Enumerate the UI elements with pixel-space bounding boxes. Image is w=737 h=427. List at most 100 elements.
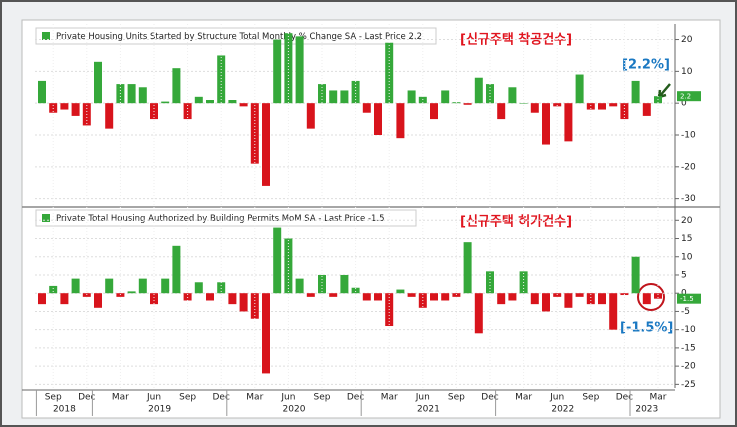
bar <box>295 278 304 294</box>
bar <box>407 293 416 297</box>
x-tick-label: Sep <box>448 393 465 403</box>
bar <box>642 103 651 116</box>
legend-text: Private Total Housing Authorized by Buil… <box>56 214 385 224</box>
y-tick-label: 20 <box>681 35 693 45</box>
bar <box>49 285 58 294</box>
bar <box>138 278 147 294</box>
bar <box>71 278 80 294</box>
legend-text: Private Housing Units Started by Structu… <box>56 32 422 42</box>
x-tick-label: Dec <box>78 393 95 403</box>
x-tick-label: Mar <box>246 393 263 403</box>
bar <box>519 103 528 104</box>
callout: [2.2%] <box>622 58 670 73</box>
bar <box>542 103 550 145</box>
year-label: 2021 <box>417 405 440 415</box>
bar <box>553 293 562 297</box>
bar <box>250 103 259 164</box>
legend-swatch <box>42 32 50 40</box>
bar <box>508 87 517 104</box>
bar <box>598 293 606 305</box>
bar <box>206 100 214 104</box>
bar <box>239 293 248 312</box>
x-tick-label: Sep <box>45 393 62 403</box>
y-tick-label: 10 <box>681 252 693 262</box>
bar <box>564 293 573 308</box>
y-tick-label: 10 <box>681 67 693 77</box>
bar <box>575 293 584 297</box>
bar <box>430 293 438 301</box>
bar <box>553 103 562 107</box>
y-tick-label: -30 <box>681 194 696 204</box>
y-tick-label: -10 <box>681 131 696 141</box>
last-price-label: 2.2 <box>680 93 691 101</box>
bar <box>463 242 472 294</box>
bar <box>217 282 226 294</box>
bar <box>374 293 382 301</box>
x-tick-label: Dec <box>347 393 364 403</box>
bar <box>463 103 472 105</box>
bar <box>60 293 69 305</box>
bar <box>351 287 360 294</box>
y-tick-label: -15 <box>681 343 696 353</box>
bar <box>284 33 293 104</box>
y-tick-label: -20 <box>681 162 696 172</box>
x-tick-label: Mar <box>515 393 532 403</box>
bar <box>631 80 640 104</box>
bar <box>609 103 618 107</box>
bar <box>183 293 192 301</box>
x-tick-label: Sep <box>582 393 599 403</box>
year-label: 2019 <box>148 405 171 415</box>
bar <box>598 103 606 110</box>
bar <box>351 80 360 104</box>
bar <box>250 293 259 319</box>
bar <box>161 278 170 294</box>
bar <box>329 90 338 104</box>
x-tick-label: Sep <box>314 393 331 403</box>
bar <box>530 103 539 113</box>
bar <box>94 61 102 104</box>
bar <box>239 103 248 107</box>
bar <box>284 238 293 294</box>
bar <box>273 227 282 294</box>
x-tick-label: Jun <box>549 393 564 403</box>
bar <box>127 291 136 294</box>
x-tick-label: Mar <box>650 393 667 403</box>
bar <box>262 293 270 374</box>
bar <box>586 103 595 110</box>
bar <box>575 74 584 104</box>
bar <box>609 293 618 330</box>
year-label: 2020 <box>283 405 306 415</box>
bar <box>116 293 125 297</box>
bar <box>452 293 461 297</box>
y-tick-label: -20 <box>681 362 696 372</box>
bar <box>441 293 450 301</box>
bar <box>374 103 382 135</box>
bar <box>273 39 282 104</box>
bar <box>474 77 483 104</box>
bar <box>150 293 158 305</box>
x-tick-label: Jun <box>415 393 430 403</box>
bar <box>127 84 136 104</box>
bar <box>172 68 181 104</box>
bar <box>642 293 651 305</box>
bar <box>138 87 147 104</box>
bar <box>396 289 405 294</box>
last-price-tag <box>677 91 701 102</box>
x-tick-label: Dec <box>616 393 633 403</box>
legend-top: Private Housing Units Started by Structu… <box>35 27 437 45</box>
bar <box>194 282 203 294</box>
bar <box>161 101 170 104</box>
bar <box>172 245 181 294</box>
y-tick-label: -5 <box>681 307 690 317</box>
bar <box>105 278 114 294</box>
legend-swatch <box>42 214 50 222</box>
y-tick-label: 0 <box>681 99 687 109</box>
bar <box>228 293 237 305</box>
bar <box>306 293 315 297</box>
bar <box>474 293 483 334</box>
bar <box>318 274 326 294</box>
bar <box>530 293 539 305</box>
y-tick-label: 20 <box>681 216 693 226</box>
y-tick-label: -25 <box>681 380 696 390</box>
